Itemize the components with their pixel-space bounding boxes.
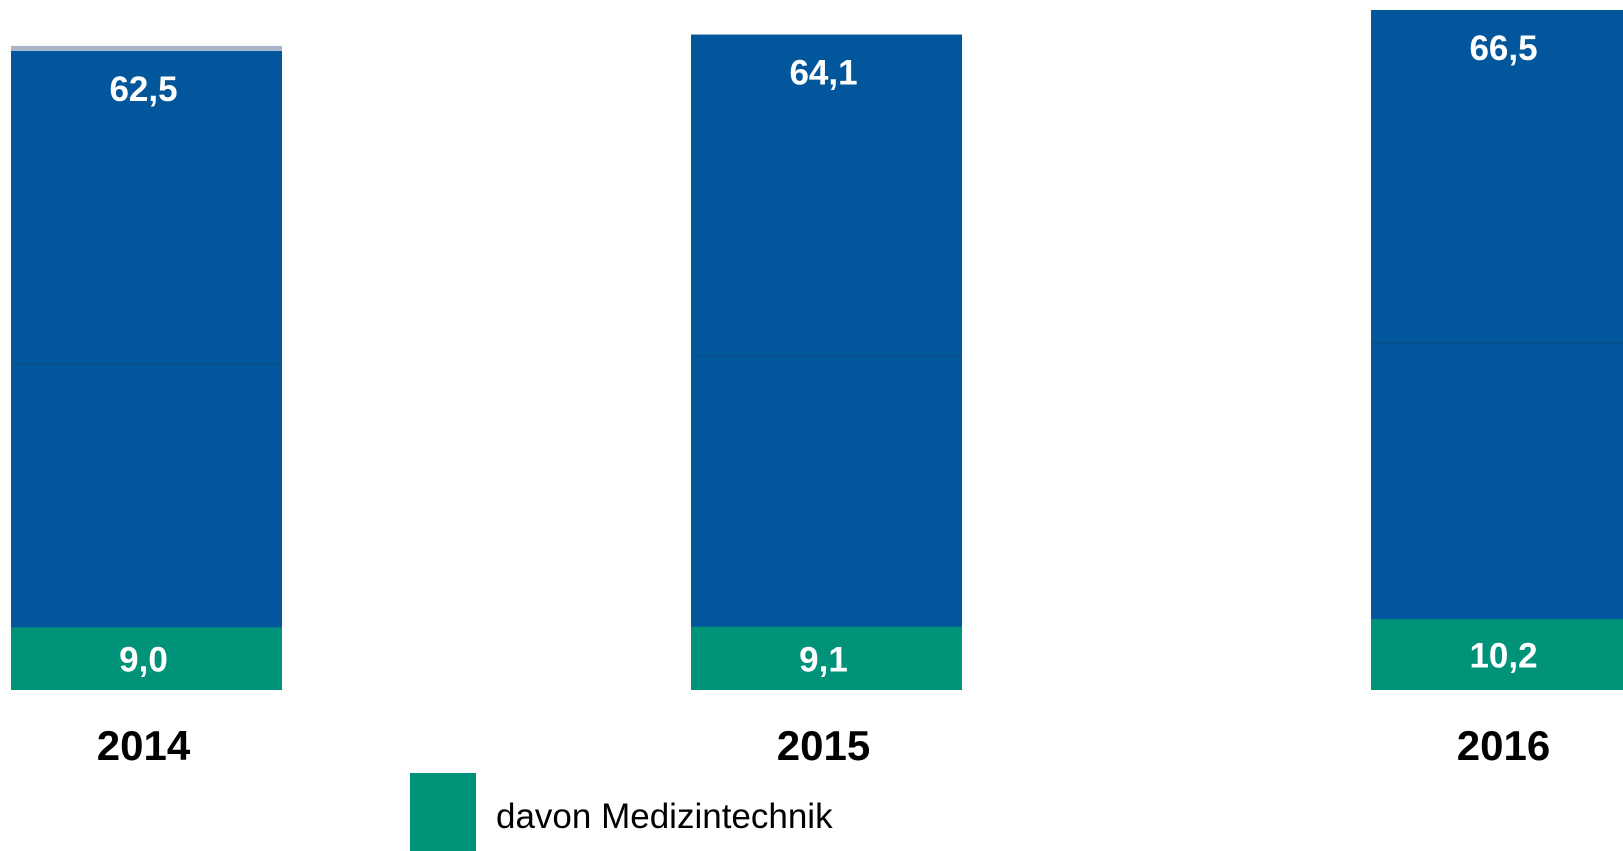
value-label-total-2015: 64,1 (789, 54, 857, 93)
bar-total-2016 (1371, 10, 1623, 690)
value-label-medizintechnik-2016: 10,2 (1469, 637, 1537, 676)
bar-medizintechnik-2016 (1371, 619, 1623, 690)
value-label-medizintechnik-2015: 9,1 (799, 640, 848, 679)
bar-medizintechnik-2015 (691, 626, 962, 690)
value-label-medizintechnik-2014: 9,0 (119, 641, 168, 680)
bar-top-accent-2014 (11, 45, 282, 51)
bars-layer (11, 10, 1623, 690)
bar-total-2014 (11, 50, 282, 690)
labels-layer: 62,5 9,0 2014 64,1 9,1 2015 66,5 10,2 2016 (97, 29, 1550, 769)
legend: davon Medizintechnik (410, 773, 833, 851)
category-label-2015: 2015 (777, 722, 870, 769)
legend-swatch-medizintechnik (410, 773, 476, 851)
value-label-total-2016: 66,5 (1469, 29, 1537, 68)
bar-medizintechnik-2014 (11, 627, 282, 690)
value-label-total-2014: 62,5 (109, 70, 177, 109)
category-label-2014: 2014 (97, 722, 191, 769)
bar-total-2015 (691, 34, 962, 690)
category-label-2016: 2016 (1457, 722, 1550, 769)
legend-label-medizintechnik: davon Medizintechnik (496, 797, 833, 836)
